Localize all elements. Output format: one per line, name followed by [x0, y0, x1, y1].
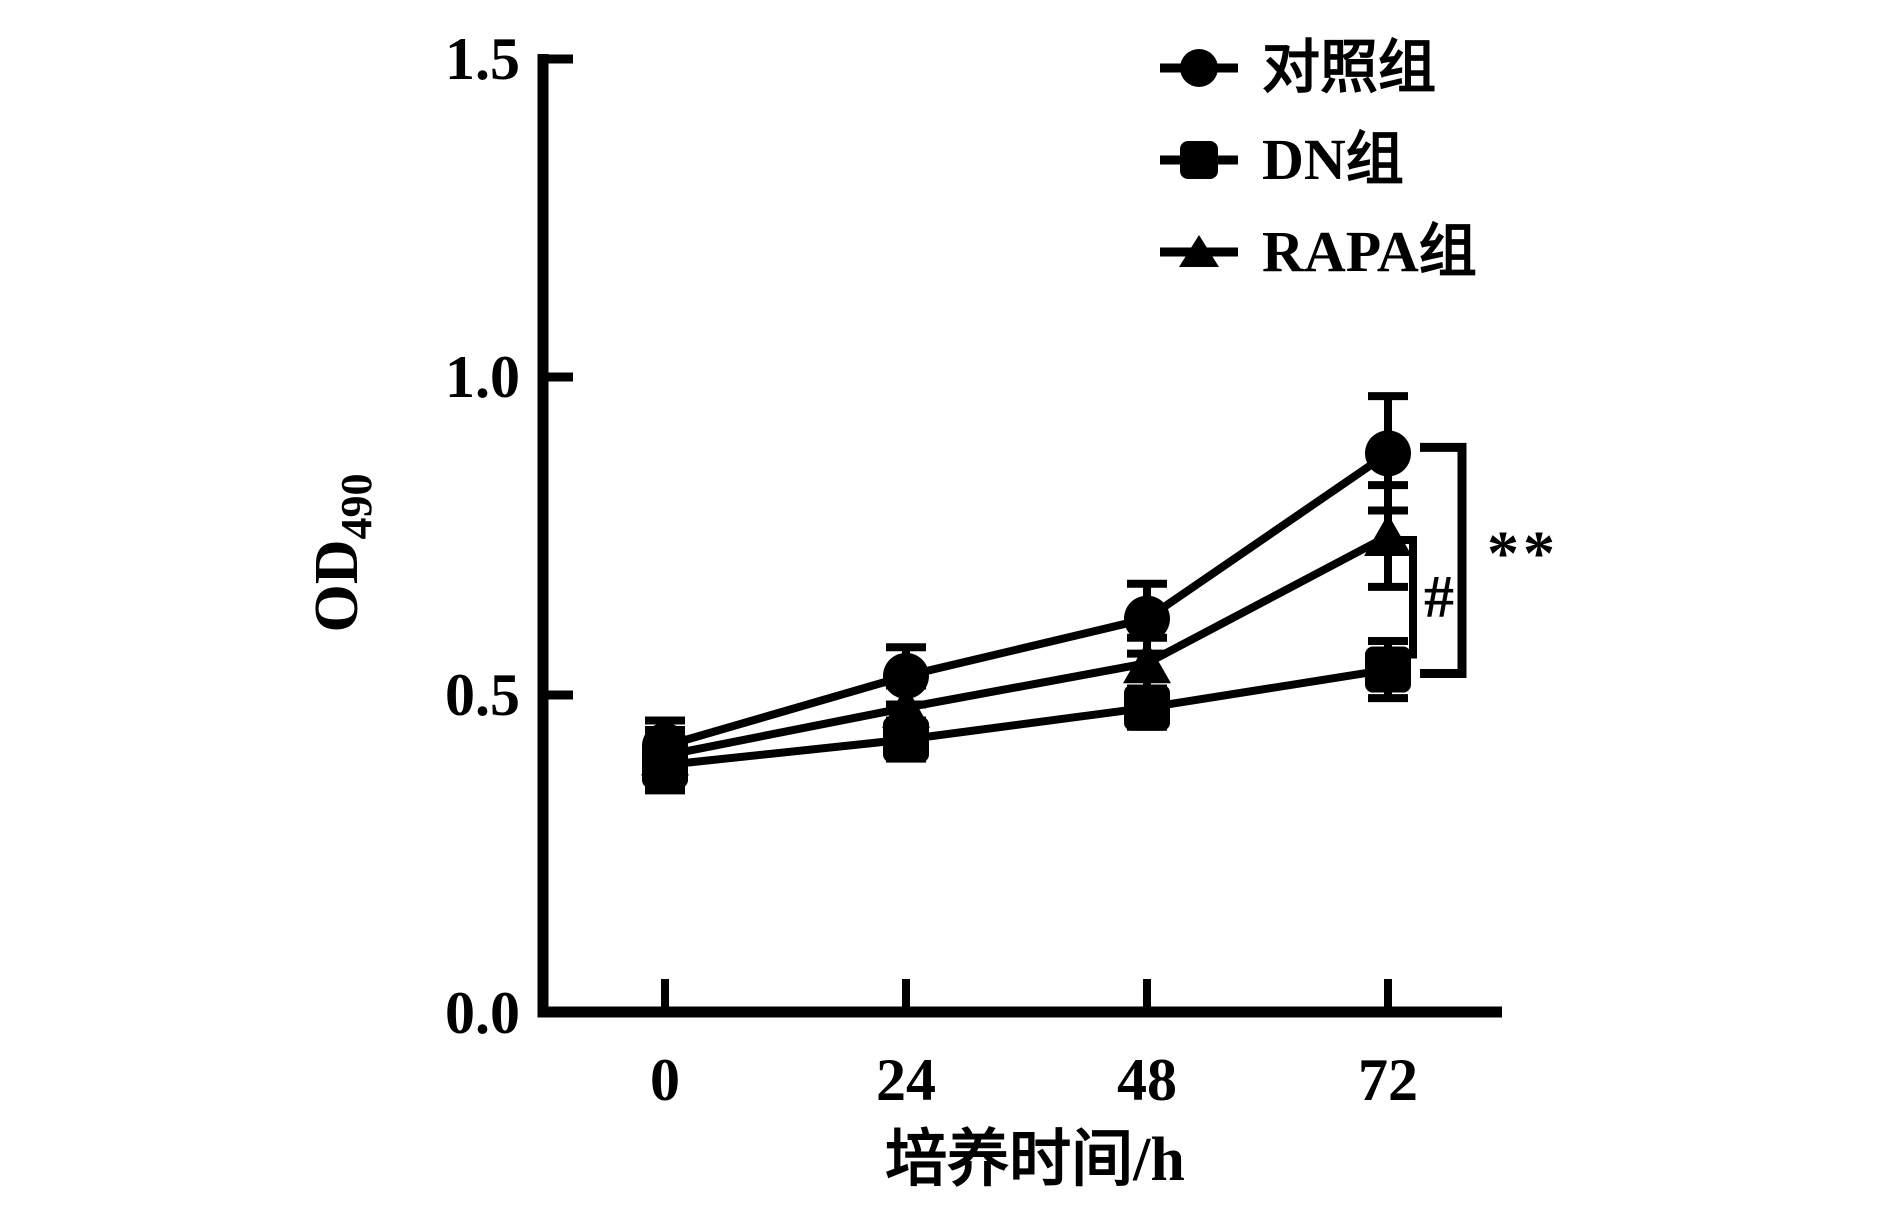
plot-axes — [537, 54, 1502, 1018]
legend-label: 对照组 — [1262, 35, 1436, 100]
triangle-marker — [1364, 514, 1412, 556]
series-markers — [641, 430, 1412, 788]
y-tick-label: 1.0 — [445, 344, 520, 410]
legend-item: RAPA组 — [1160, 219, 1477, 284]
x-tick-label: 24 — [876, 1047, 936, 1113]
legend-label: RAPA组 — [1262, 219, 1477, 284]
x-tick-label: 0 — [650, 1047, 680, 1113]
y-tick-label: 1.5 — [445, 26, 520, 92]
series-line — [664, 532, 1390, 760]
triangle-marker — [1123, 641, 1171, 684]
significance-label: ** — [1487, 517, 1559, 588]
significance-bracket — [1420, 442, 1467, 679]
error-bars — [645, 392, 1408, 795]
legend-item: 对照组 — [1160, 35, 1436, 100]
series-lines — [663, 450, 1391, 769]
legend: 对照组 DN组 RAPA组 — [1160, 35, 1477, 284]
circle-marker — [1365, 430, 1411, 477]
series-line — [664, 665, 1389, 769]
y-axis-title: OD490 — [303, 474, 381, 633]
legend-label: DN组 — [1262, 127, 1404, 192]
circle-marker — [1180, 49, 1218, 87]
circle-marker — [883, 652, 929, 699]
y-tick-label: 0.0 — [445, 980, 520, 1046]
triangle-marker — [641, 733, 689, 776]
square-marker — [1124, 684, 1170, 731]
square-marker — [1180, 141, 1218, 179]
legend-item: DN组 — [1160, 127, 1404, 192]
x-tick-label: 72 — [1358, 1047, 1418, 1113]
x-axis-title: 培养时间/h — [885, 1125, 1185, 1194]
significance-bracket — [1395, 536, 1417, 659]
triangle-marker — [882, 685, 930, 728]
x-tick-label: 48 — [1117, 1047, 1177, 1113]
circle-marker — [1124, 595, 1170, 642]
square-marker — [883, 716, 929, 763]
axis-labels: 0.0 0.5 1.0 1.5 0 24 48 72 培养时间/h OD490 — [303, 26, 1418, 1194]
y-tick-label: 0.5 — [445, 662, 520, 728]
annotations: ** # — [1395, 442, 1559, 679]
series-line — [663, 450, 1391, 750]
significance-label: # — [1424, 563, 1458, 629]
triangle-marker — [1179, 235, 1219, 267]
